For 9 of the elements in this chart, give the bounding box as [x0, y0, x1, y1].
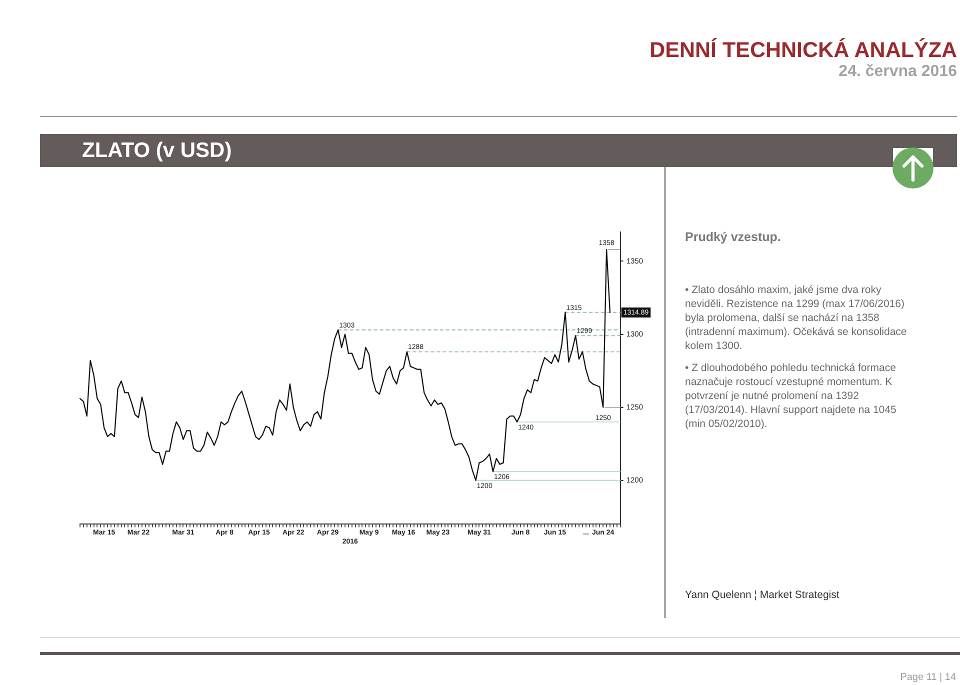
text: Yann Quelenn ¦ Market Strategist	[685, 589, 840, 601]
text: DENNÍ TECHNICKÁ ANALÝZA	[650, 38, 957, 63]
title-banner: ZLATO (v USD)	[40, 134, 957, 167]
text: Prudký vzestup.	[685, 230, 781, 244]
chart-title: ZLATO (v USD)	[82, 139, 232, 163]
text: • Z dlouhodobého pohledu technická formace naznačuje rostoucí vzestupné momentum. K potvrzení je nutné prolomení na 1392 (17/03/2014). Hlavní support najdete na 1045 (min 05/02/2010).	[685, 361, 898, 431]
text: • Zlato dosáhlo maxim, jaké jsme dva roky neviděli. Rezistence na 1299 (max 17/06/2016) byla prolomena, další se nachází na 1358 (intradenní maximum). Očekává se konsolidace kolem 1300.	[685, 283, 908, 353]
text: 24. června 2016	[838, 63, 957, 81]
text: Page 11 | 14	[900, 672, 956, 683]
